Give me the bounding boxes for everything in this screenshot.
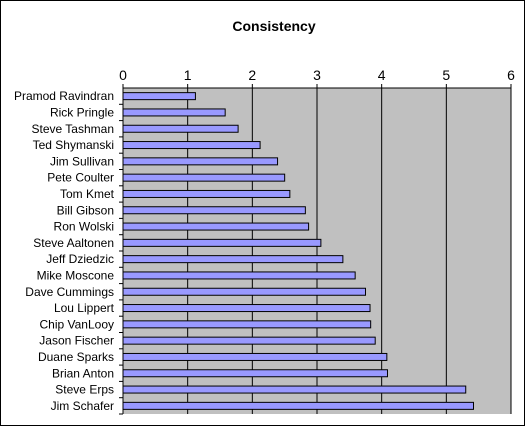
- bar: [122, 255, 344, 264]
- x-axis-tick-labels: 0 1 2 3 4 5 6: [119, 67, 515, 88]
- x-tick-label: 1: [184, 67, 192, 83]
- category-label: Chip VanLooy: [40, 317, 115, 331]
- bar: [122, 173, 286, 182]
- x-tick-label: 6: [507, 67, 515, 83]
- category-label: Ron Wolski: [54, 220, 114, 234]
- bar: [122, 238, 322, 247]
- category-label: Pramod Ravindran: [14, 89, 114, 103]
- bar: [122, 222, 310, 231]
- bar: [122, 385, 467, 394]
- category-label: Rick Pringle: [50, 105, 114, 119]
- bars: [122, 92, 474, 410]
- category-label: Mike Moscone: [37, 268, 115, 282]
- bar: [122, 271, 356, 280]
- bar: [122, 92, 196, 101]
- category-label: Ted Shymanski: [33, 138, 114, 152]
- bar: [122, 320, 372, 329]
- category-label: Steve Erps: [55, 383, 114, 397]
- bar: [122, 206, 306, 215]
- x-tick-label: 5: [442, 67, 450, 83]
- x-tick-label: 0: [119, 67, 127, 83]
- bar: [122, 336, 376, 345]
- x-tick-label: 3: [313, 67, 321, 83]
- category-label: Jeff Dziedzic: [46, 252, 114, 266]
- bar: [122, 352, 388, 361]
- category-label: Steve Tashman: [32, 122, 115, 136]
- axes: [122, 87, 511, 414]
- bar: [122, 369, 388, 378]
- chart-title: Consistency: [232, 18, 315, 34]
- category-label: Duane Sparks: [38, 350, 114, 364]
- bar: [122, 124, 239, 133]
- category-label: Steve Aaltonen: [33, 236, 114, 250]
- bar: [122, 157, 279, 166]
- category-label: Bill Gibson: [57, 203, 114, 217]
- category-label: Lou Lippert: [54, 301, 115, 315]
- bar: [122, 287, 366, 296]
- x-tick-label: 4: [378, 67, 386, 83]
- category-label: Jim Schafer: [51, 399, 114, 413]
- bar: [122, 108, 226, 117]
- category-label: Jim Sullivan: [50, 154, 114, 168]
- category-label: Tom Kmet: [60, 187, 115, 201]
- category-label: Brian Anton: [52, 366, 114, 380]
- category-label: Pete Coulter: [47, 171, 114, 185]
- bar: [122, 401, 474, 410]
- category-label: Jason Fischer: [39, 334, 114, 348]
- x-tick-label: 2: [248, 67, 256, 83]
- bar: [122, 141, 261, 150]
- category-label: Dave Cummings: [25, 285, 114, 299]
- bar: [122, 304, 371, 313]
- bar: [122, 189, 291, 198]
- category-labels: Pramod Ravindran Rick Pringle Steve Tashma…: [14, 89, 123, 415]
